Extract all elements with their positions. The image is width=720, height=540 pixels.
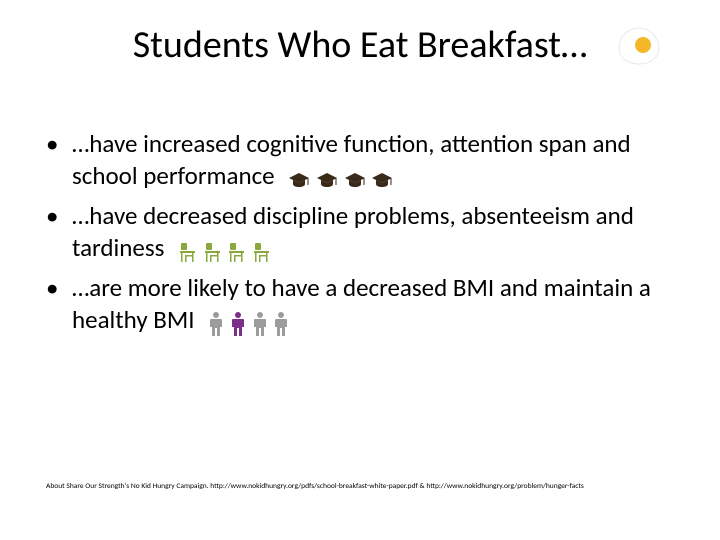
person-icon	[273, 311, 289, 337]
list-item: …have decreased discipline problems, abs…	[46, 200, 666, 266]
desk-icon	[227, 241, 246, 263]
cap-icon	[316, 171, 338, 189]
cap-icon	[344, 171, 366, 189]
bullet-text: …are more likely to have a decreased BMI…	[72, 272, 651, 335]
bullet-text: …have decreased discipline problems, abs…	[72, 200, 634, 263]
bullet-list: …have increased cognitive function, atte…	[46, 128, 666, 344]
slide: Students Who Eat Breakfast… …have increa…	[0, 0, 720, 540]
person-icon	[252, 311, 268, 337]
desk-icon	[252, 241, 271, 263]
cap-icons	[288, 162, 393, 194]
list-item: …are more likely to have a decreased BMI…	[46, 272, 666, 338]
people-icons	[208, 306, 289, 338]
page-title: Students Who Eat Breakfast…	[0, 22, 720, 68]
cap-icon	[288, 171, 310, 189]
cap-icon	[371, 171, 393, 189]
footnote: About Share Our Strength's No Kid Hungry…	[46, 482, 686, 492]
person-icon	[208, 311, 224, 337]
egg-icon	[616, 26, 662, 71]
person-icon	[230, 311, 246, 337]
desk-icon	[203, 241, 222, 263]
desk-icon	[178, 241, 197, 263]
desk-icons	[178, 234, 271, 266]
list-item: …have increased cognitive function, atte…	[46, 128, 666, 194]
